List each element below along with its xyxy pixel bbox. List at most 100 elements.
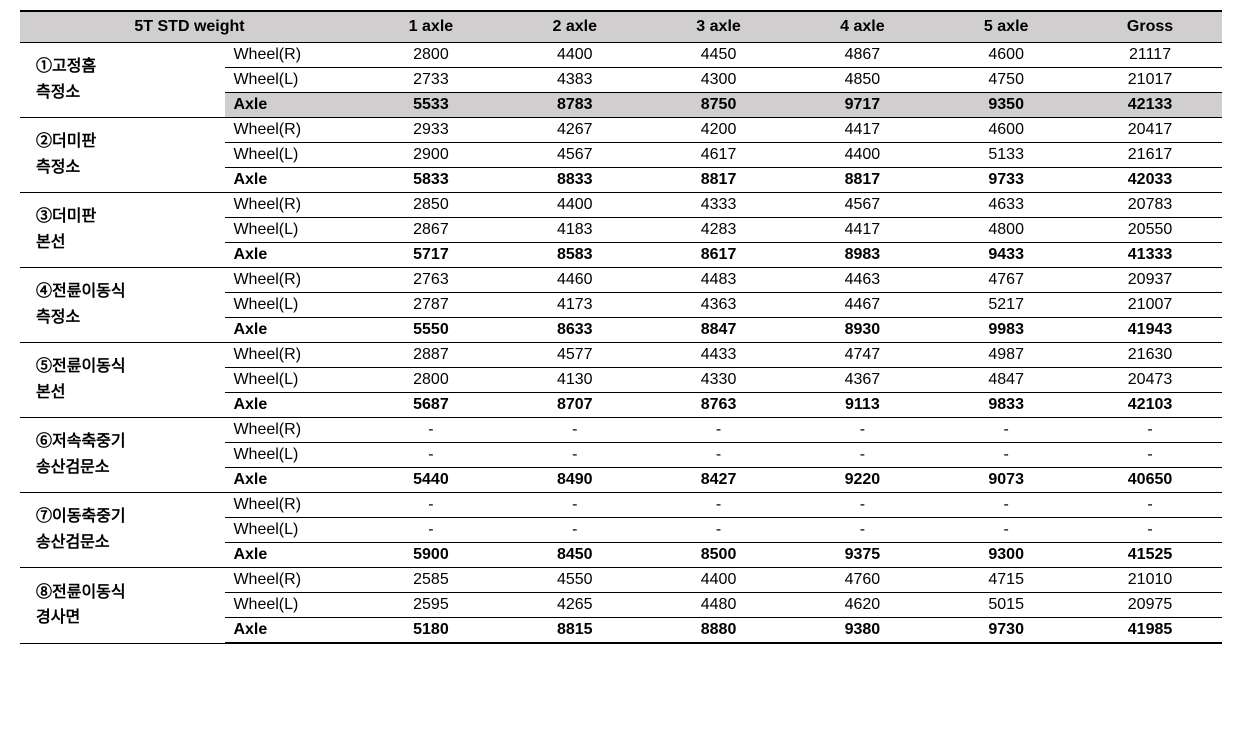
data-cell: 2887 [359,343,503,368]
data-cell: - [934,443,1078,468]
data-cell: 20417 [1078,118,1222,143]
data-cell: 9350 [934,93,1078,118]
row-type-label: Axle [225,243,359,268]
data-cell: 4800 [934,218,1078,243]
data-cell: 42033 [1078,168,1222,193]
data-cell: 20783 [1078,193,1222,218]
data-cell: - [503,493,647,518]
data-cell: 41985 [1078,618,1222,644]
data-cell: 4330 [647,368,791,393]
data-cell: 4633 [934,193,1078,218]
data-cell: 8817 [647,168,791,193]
data-cell: 21017 [1078,68,1222,93]
data-cell: 4333 [647,193,791,218]
data-cell: 4383 [503,68,647,93]
data-cell: 4600 [934,43,1078,68]
data-cell: 4300 [647,68,791,93]
header-col-4: 4 axle [790,11,934,43]
data-cell: - [1078,443,1222,468]
data-cell: 20975 [1078,593,1222,618]
data-cell: 9300 [934,543,1078,568]
data-cell: - [647,418,791,443]
data-cell: 2800 [359,43,503,68]
data-cell: 8583 [503,243,647,268]
header-col-1: 1 axle [359,11,503,43]
data-cell: 8750 [647,93,791,118]
data-cell: 4283 [647,218,791,243]
section-label-line: 송산검문소 [36,534,110,551]
data-cell: 8983 [790,243,934,268]
data-cell: 4363 [647,293,791,318]
data-cell: 8817 [790,168,934,193]
row-type-label: Axle [225,93,359,118]
data-cell: 8930 [790,318,934,343]
section-label: ⑤전륜이동식본선 [20,343,225,418]
data-cell: 4400 [503,43,647,68]
row-type-label: Axle [225,393,359,418]
table-header-row: 5T STD weight 1 axle 2 axle 3 axle 4 axl… [20,11,1222,43]
data-cell: 5687 [359,393,503,418]
data-cell: 4367 [790,368,934,393]
data-cell: 9730 [934,618,1078,644]
row-type-label: Wheel(L) [225,68,359,93]
data-cell: - [503,443,647,468]
section-label: ②더미판측정소 [20,118,225,193]
data-cell: 20937 [1078,268,1222,293]
data-cell: 8880 [647,618,791,644]
data-cell: 4483 [647,268,791,293]
data-cell: 8500 [647,543,791,568]
data-cell: 4850 [790,68,934,93]
data-cell: 4400 [503,193,647,218]
header-title: 5T STD weight [20,11,359,43]
section-label-line: 본선 [36,384,65,401]
data-cell: 5550 [359,318,503,343]
data-cell: 41943 [1078,318,1222,343]
data-cell: 8450 [503,543,647,568]
header-col-3: 3 axle [647,11,791,43]
data-cell: - [647,518,791,543]
row-type-label: Wheel(R) [225,193,359,218]
data-cell: 8833 [503,168,647,193]
row-type-label: Wheel(L) [225,218,359,243]
data-cell: 5833 [359,168,503,193]
section-label-line: 송산검문소 [36,459,110,476]
data-cell: - [1078,518,1222,543]
section-label-line: ⑧전륜이동식 [36,584,126,601]
data-cell: 9380 [790,618,934,644]
data-cell: 2585 [359,568,503,593]
row-type-label: Axle [225,168,359,193]
data-cell: 21617 [1078,143,1222,168]
data-cell: 8847 [647,318,791,343]
section-label-line: 측정소 [36,309,80,326]
data-cell: 4750 [934,68,1078,93]
data-cell: - [359,418,503,443]
data-cell: 4200 [647,118,791,143]
data-cell: 4265 [503,593,647,618]
row-type-label: Wheel(R) [225,268,359,293]
data-cell: 4130 [503,368,647,393]
data-cell: 4480 [647,593,791,618]
table-row: ③더미판본선Wheel(R)2850440043334567463320783 [20,193,1222,218]
data-cell: 4760 [790,568,934,593]
header-col-2: 2 axle [503,11,647,43]
section-label: ④전륜이동식측정소 [20,268,225,343]
data-cell: - [1078,418,1222,443]
data-cell: - [503,518,647,543]
header-col-gross: Gross [1078,11,1222,43]
data-cell: 5533 [359,93,503,118]
table-row: ①고정홈측정소Wheel(R)2800440044504867460021117 [20,43,1222,68]
data-cell: - [359,493,503,518]
row-type-label: Axle [225,618,359,644]
data-cell: - [359,443,503,468]
data-cell: 4567 [790,193,934,218]
data-cell: 4417 [790,218,934,243]
row-type-label: Wheel(R) [225,118,359,143]
row-type-label: Wheel(R) [225,43,359,68]
data-cell: 9073 [934,468,1078,493]
data-cell: 4847 [934,368,1078,393]
table-row: ⑧전륜이동식경사면Wheel(R)25854550440047604715210… [20,568,1222,593]
table-row: ⑤전륜이동식본선Wheel(R)288745774433474749872163… [20,343,1222,368]
data-cell: - [790,518,934,543]
row-type-label: Wheel(R) [225,418,359,443]
table-row: ④전륜이동식측정소Wheel(R)27634460448344634767209… [20,268,1222,293]
